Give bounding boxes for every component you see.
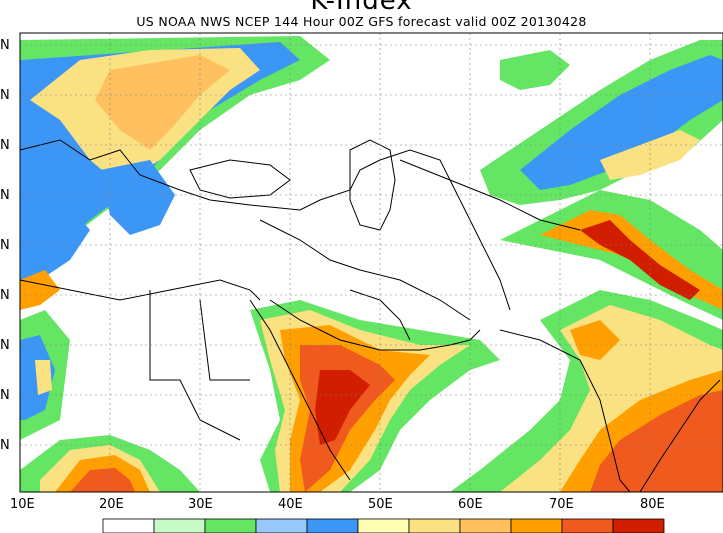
lon-label-70e: 70E	[549, 497, 574, 512]
contour-caspian-green	[500, 50, 570, 90]
contour-iberia-blue	[20, 195, 90, 285]
colorbar-swatch-0	[102, 518, 155, 533]
contour-centralafrica-red	[70, 468, 135, 492]
lon-label-80e: 80E	[640, 497, 665, 512]
colorbar-swatch-5	[357, 518, 410, 533]
map-title: K-Index	[310, 0, 413, 16]
contour-iberia-orange	[20, 270, 60, 310]
lon-label-40e: 40E	[278, 497, 303, 512]
coastline-caspian	[349, 139, 396, 231]
lat-label-8: N	[0, 388, 10, 403]
lon-label-60e: 60E	[458, 497, 483, 512]
lon-label-50e: 50E	[368, 497, 393, 512]
border-africa-2	[199, 299, 250, 381]
colorbar-swatch-8	[510, 518, 563, 533]
lat-label-4: N	[0, 188, 10, 203]
border-centralasia	[399, 159, 581, 231]
map-subtitle: US NOAA NWS NCEP 144 Hour 00Z GFS foreca…	[136, 14, 587, 29]
lat-label-9: N	[0, 438, 10, 453]
contour-balkans-blue	[100, 160, 175, 235]
colorbar-swatch-3	[255, 518, 308, 533]
coastline-mediterranean	[19, 279, 261, 301]
lat-label-1: N	[0, 38, 10, 53]
colorbar-swatch-7	[459, 518, 512, 533]
lat-label-7: N	[0, 338, 10, 353]
border-africa-1	[149, 290, 241, 441]
colorbar-swatch-9	[561, 518, 614, 533]
colorbar-swatch-10	[612, 518, 665, 533]
colorbar	[102, 518, 665, 533]
coastline-india	[499, 329, 631, 493]
border-mideast	[259, 219, 471, 321]
contour-india-orange	[570, 320, 620, 360]
lat-label-5: N	[0, 238, 10, 253]
k-index-fill-layer	[20, 36, 723, 492]
coastline-india-east	[639, 379, 721, 493]
lat-label-2: N	[0, 88, 10, 103]
contour-europe-orange	[95, 55, 230, 150]
coastline-blacksea	[189, 159, 291, 199]
lon-label-20e: 20E	[99, 497, 124, 512]
map-frame	[19, 32, 723, 493]
lat-label-6: N	[0, 288, 10, 303]
colorbar-swatch-6	[408, 518, 461, 533]
colorbar-swatch-4	[306, 518, 359, 533]
lat-label-3: N	[0, 138, 10, 153]
contour-himalaya-red	[580, 220, 700, 300]
gridlines	[20, 33, 723, 492]
contour-westafrica-yellow	[35, 360, 52, 395]
colorbar-swatch-1	[153, 518, 206, 533]
contour-centralasia-blue	[520, 55, 723, 190]
lon-label-30e: 30E	[188, 497, 213, 512]
colorbar-swatch-2	[204, 518, 257, 533]
coastline-arabia	[269, 299, 481, 351]
contour-arabia-red	[315, 370, 370, 445]
coastline-redsea	[249, 299, 351, 481]
lon-label-10e: 10E	[10, 497, 35, 512]
